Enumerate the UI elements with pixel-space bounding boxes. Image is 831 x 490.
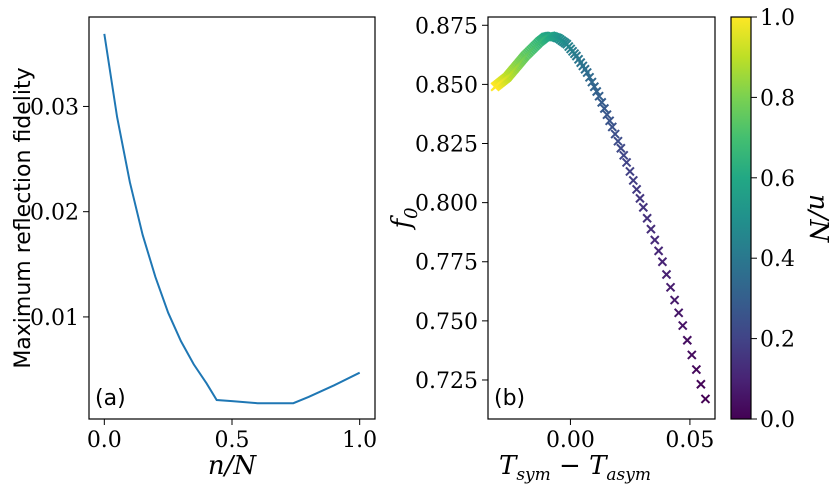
panel-b-point-marker [628, 175, 638, 186]
panel-b-y-tick-label: 0.800 [415, 192, 478, 217]
panel-b-point-marker [635, 193, 645, 204]
panel-b-point-marker [665, 282, 676, 292]
panel-a-frame [88, 16, 376, 420]
panel-a-x-axis-label: n/N [208, 451, 258, 481]
panel-b-point-marker [691, 364, 702, 375]
panel-b-point-marker [587, 77, 597, 87]
panel-b-point-marker [619, 150, 629, 161]
panel-b-point-marker [613, 136, 623, 146]
panel-a-y-tick-label: 0.03 [30, 95, 79, 120]
panel-b-point-marker [604, 116, 615, 126]
panel-b-point-marker [592, 86, 602, 97]
panel-a-ticks: 0.0 0.5 1.0 0.01 0.02 0.03 [30, 95, 377, 453]
panel-a-y-tick-label: 0.01 [30, 306, 79, 331]
panel-b-point-marker [687, 350, 697, 360]
panel-a-marks [103, 33, 361, 405]
colorbar-ticks: 0.0 0.2 0.4 0.6 0.8 1.0 [751, 6, 795, 433]
colorbar-tick-label: 1.0 [760, 6, 795, 31]
panel-b-point-marker [584, 72, 595, 83]
panel-b-point-marker [642, 213, 652, 223]
panel-b-point-marker [594, 91, 604, 101]
panel-b-point-marker [616, 143, 626, 153]
panel-b-tag: (b) [494, 386, 525, 411]
panel-b-y-tick-label: 0.725 [415, 369, 478, 394]
panel-b-y-tick-label: 0.750 [415, 310, 478, 335]
panel-b-point-marker [631, 184, 642, 195]
panel-a-series-line [103, 33, 361, 405]
panel-b-point-marker [625, 166, 635, 177]
panel-b-frame [487, 16, 716, 420]
panel-b-y-tick-label: 0.775 [415, 251, 478, 276]
colorbar-label: n/N [803, 194, 831, 244]
panel-a-x-tick-label: 0.0 [87, 428, 122, 453]
panel-b-y-tick-label: 0.825 [415, 133, 478, 158]
panel-b-point-marker [657, 257, 668, 267]
panel-b-point-marker [673, 308, 684, 318]
colorbar-tick-label: 0.0 [760, 408, 795, 433]
panel-b-point-marker [653, 246, 664, 256]
panel-b-point-marker [638, 202, 649, 213]
panel-b-point-marker [599, 103, 610, 114]
panel-b-point-marker [646, 224, 656, 234]
panel-b-point-marker [700, 394, 711, 404]
panel-b-point-marker [650, 235, 660, 245]
panel-b-x-axis-label: Tsym − Tasym [499, 451, 651, 485]
panel-a-y-tick-label: 0.02 [30, 201, 79, 226]
colorbar-tick-label: 0.6 [760, 167, 795, 192]
panel-b-ticks: 0.00 0.05 0.725 0.750 0.775 0.800 0.825 0.850 0.… [415, 14, 714, 453]
panel-b-point-marker [597, 97, 607, 108]
panel-a-y-axis-label: Maximum reflection fidelity [11, 67, 36, 368]
panel-b-point-marker [678, 320, 688, 331]
panel-b-x-tick-label: 0.00 [546, 428, 595, 453]
panel-b-point-marker [610, 129, 620, 139]
panel-b-y-tick-label: 0.850 [415, 73, 478, 98]
panel-b-point-marker [490, 82, 500, 92]
colorbar-gradient [731, 17, 751, 419]
panel-b-marks [490, 31, 711, 404]
colorbar-tick-label: 0.4 [760, 247, 795, 272]
panel-b: 0.00 0.05 0.725 0.750 0.775 0.800 0.825 0.850 0.… [387, 14, 716, 485]
panel-b-point-marker [682, 335, 692, 345]
colorbar-frame [730, 16, 752, 420]
panel-b-y-tick-label: 0.875 [415, 14, 478, 39]
panel-a-x-tick-label: 0.5 [215, 428, 250, 453]
panel-b-point-marker [589, 82, 600, 92]
panel-b-x-tick-label: 0.05 [665, 428, 714, 453]
panel-b-point-marker [696, 379, 706, 389]
panel-a: 0.0 0.5 1.0 0.01 0.02 0.03 (a) Maximum reflec… [11, 16, 377, 481]
panel-a-x-tick-label: 1.0 [342, 428, 377, 453]
panel-b-point-marker [661, 269, 672, 280]
colorbar-tick-label: 0.8 [760, 86, 795, 111]
panel-b-point-marker [602, 109, 612, 120]
panel-b-point-marker [607, 122, 617, 132]
panel-b-point-marker [669, 295, 680, 305]
panel-a-tag: (a) [95, 386, 126, 411]
panel-b-y-axis-label: f0 [387, 207, 422, 230]
panel-b-point-marker [621, 157, 632, 168]
colorbar-tick-label: 0.2 [760, 328, 795, 353]
colorbar: 0.0 0.2 0.4 0.6 0.8 1.0 n/N [730, 6, 831, 433]
